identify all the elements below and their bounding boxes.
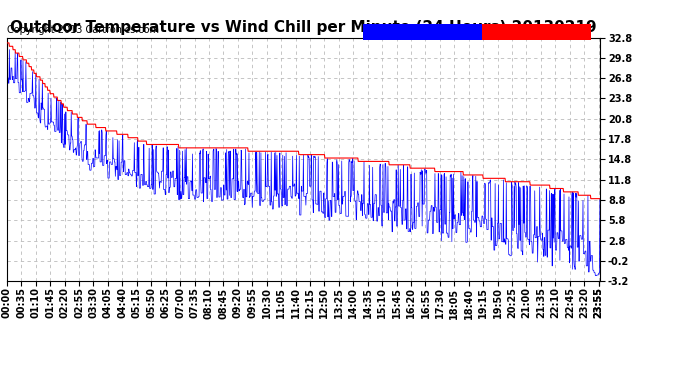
- Text: Temperature (°F): Temperature (°F): [488, 27, 575, 36]
- Title: Outdoor Temperature vs Wind Chill per Minute (24 Hours) 20130219: Outdoor Temperature vs Wind Chill per Mi…: [10, 20, 597, 35]
- Text: Copyright 2013 Cartronics.com: Copyright 2013 Cartronics.com: [7, 25, 159, 35]
- FancyBboxPatch shape: [363, 24, 482, 40]
- Text: Wind Chill (°F): Wind Chill (°F): [369, 27, 442, 36]
- FancyBboxPatch shape: [482, 24, 591, 40]
